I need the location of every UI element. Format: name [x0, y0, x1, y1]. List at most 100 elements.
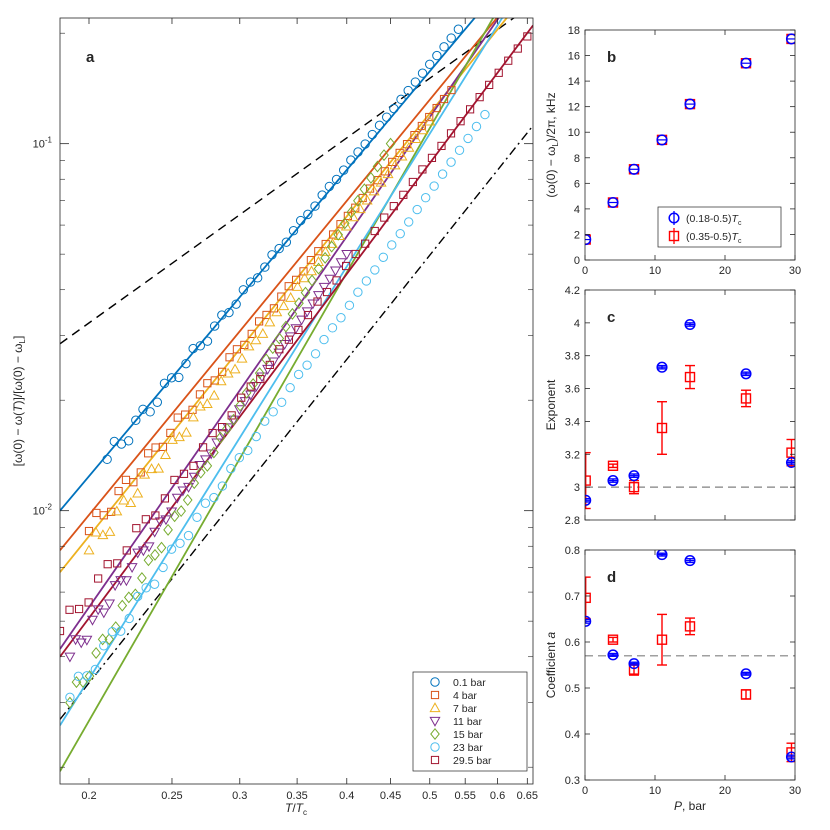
data-point: [307, 299, 319, 310]
data-point: [656, 422, 668, 434]
data-point: [132, 591, 143, 602]
x-tick-label: 20: [719, 785, 731, 797]
data-point: [475, 93, 484, 102]
data-point: [585, 475, 591, 486]
panel-a-axes-box: [59, 17, 534, 785]
panel-b-axes-box: [584, 29, 796, 261]
y-tick-label: 3.2: [565, 449, 580, 461]
data-point: [74, 604, 84, 614]
data-point: [279, 339, 291, 350]
data-point: [248, 378, 258, 391]
y-tick-label: 4.2: [565, 285, 580, 297]
data-point: [328, 230, 338, 239]
data-point: [324, 274, 336, 285]
data-point: [285, 291, 297, 302]
data-point: [410, 133, 422, 144]
data-point: [302, 360, 312, 370]
x-tick-label: 0.2: [81, 790, 96, 802]
data-point: [182, 494, 193, 507]
data-point: [215, 431, 226, 444]
data-point: [313, 297, 322, 306]
data-point: [150, 548, 160, 561]
panel-c-axes-box: [584, 289, 796, 521]
x-tick-label: 30: [789, 785, 801, 797]
fit-line-2: [60, 18, 508, 573]
legend-marker: [430, 742, 440, 752]
data-point: [70, 635, 82, 646]
data-point: [103, 599, 116, 610]
y-tick-label: 12: [568, 102, 580, 114]
y-tick-label: 2: [574, 229, 580, 241]
legend-marker: [430, 728, 440, 740]
y-tick-label: 0.5: [565, 683, 580, 695]
data-point: [287, 307, 298, 320]
data-point: [360, 139, 370, 149]
data-point: [75, 638, 87, 649]
data-point: [453, 24, 464, 34]
legend-entry: 23 bar: [453, 742, 483, 754]
data-point: [313, 262, 324, 275]
data-point: [305, 265, 318, 276]
data-point: [285, 382, 295, 393]
data-point: [260, 416, 270, 426]
y-tick-label: 3.6: [565, 384, 580, 396]
data-point: [301, 307, 313, 318]
data-point: [417, 121, 426, 131]
data-point: [276, 397, 287, 408]
data-point: [281, 320, 291, 333]
data-point: [740, 689, 752, 700]
panel-c-plot-area: [585, 318, 795, 510]
data-point: [139, 468, 151, 479]
data-point: [310, 201, 320, 211]
data-point: [255, 317, 264, 326]
y-axis-label-b: (ω(0) − ωL)/2π, kHz: [544, 92, 560, 197]
data-point: [293, 369, 304, 380]
data-point: [234, 453, 245, 463]
data-point: [120, 576, 132, 587]
series-0-markers: [102, 24, 464, 465]
y-tick-label: 16: [568, 51, 580, 63]
data-point: [389, 159, 401, 170]
data-point: [159, 378, 170, 389]
x-tick-label: 0.6: [490, 790, 505, 802]
data-point: [684, 371, 696, 383]
data-point: [494, 68, 503, 77]
legend-marker: [429, 702, 441, 713]
data-point: [432, 103, 441, 113]
data-point: [243, 445, 253, 456]
data-point: [417, 68, 428, 78]
panel-label-c: c: [607, 309, 615, 326]
data-point: [420, 193, 431, 203]
data-point: [110, 621, 121, 634]
y-tick-label: 10-1: [33, 136, 53, 151]
y-tick-label: 2.8: [565, 515, 580, 527]
data-point: [387, 240, 397, 250]
data-point: [446, 157, 456, 167]
data-point: [365, 184, 375, 193]
data-point: [236, 352, 248, 363]
data-point: [82, 671, 92, 681]
data-point: [141, 583, 151, 593]
legend-entry: 29.5 bar: [453, 755, 492, 767]
data-point: [195, 341, 206, 351]
panel-d-axes-box: [584, 549, 796, 781]
data-point: [359, 183, 370, 196]
data-point: [361, 276, 372, 286]
data-point: [275, 345, 284, 354]
data-point: [138, 404, 148, 414]
x-tick-label: 0.55: [454, 790, 475, 802]
data-point: [251, 431, 261, 442]
data-point: [378, 252, 389, 262]
data-point: [104, 526, 116, 536]
reference-line-dashed: [60, 18, 515, 345]
data-point: [485, 80, 494, 89]
data-point: [300, 286, 311, 299]
data-point: [446, 33, 456, 43]
data-point: [329, 266, 342, 277]
legend-marker: [430, 677, 440, 687]
data-point: [84, 526, 94, 536]
data-point: [437, 169, 448, 179]
y-tick-label: 6: [574, 178, 580, 190]
data-point: [176, 505, 187, 518]
data-point: [399, 190, 408, 199]
